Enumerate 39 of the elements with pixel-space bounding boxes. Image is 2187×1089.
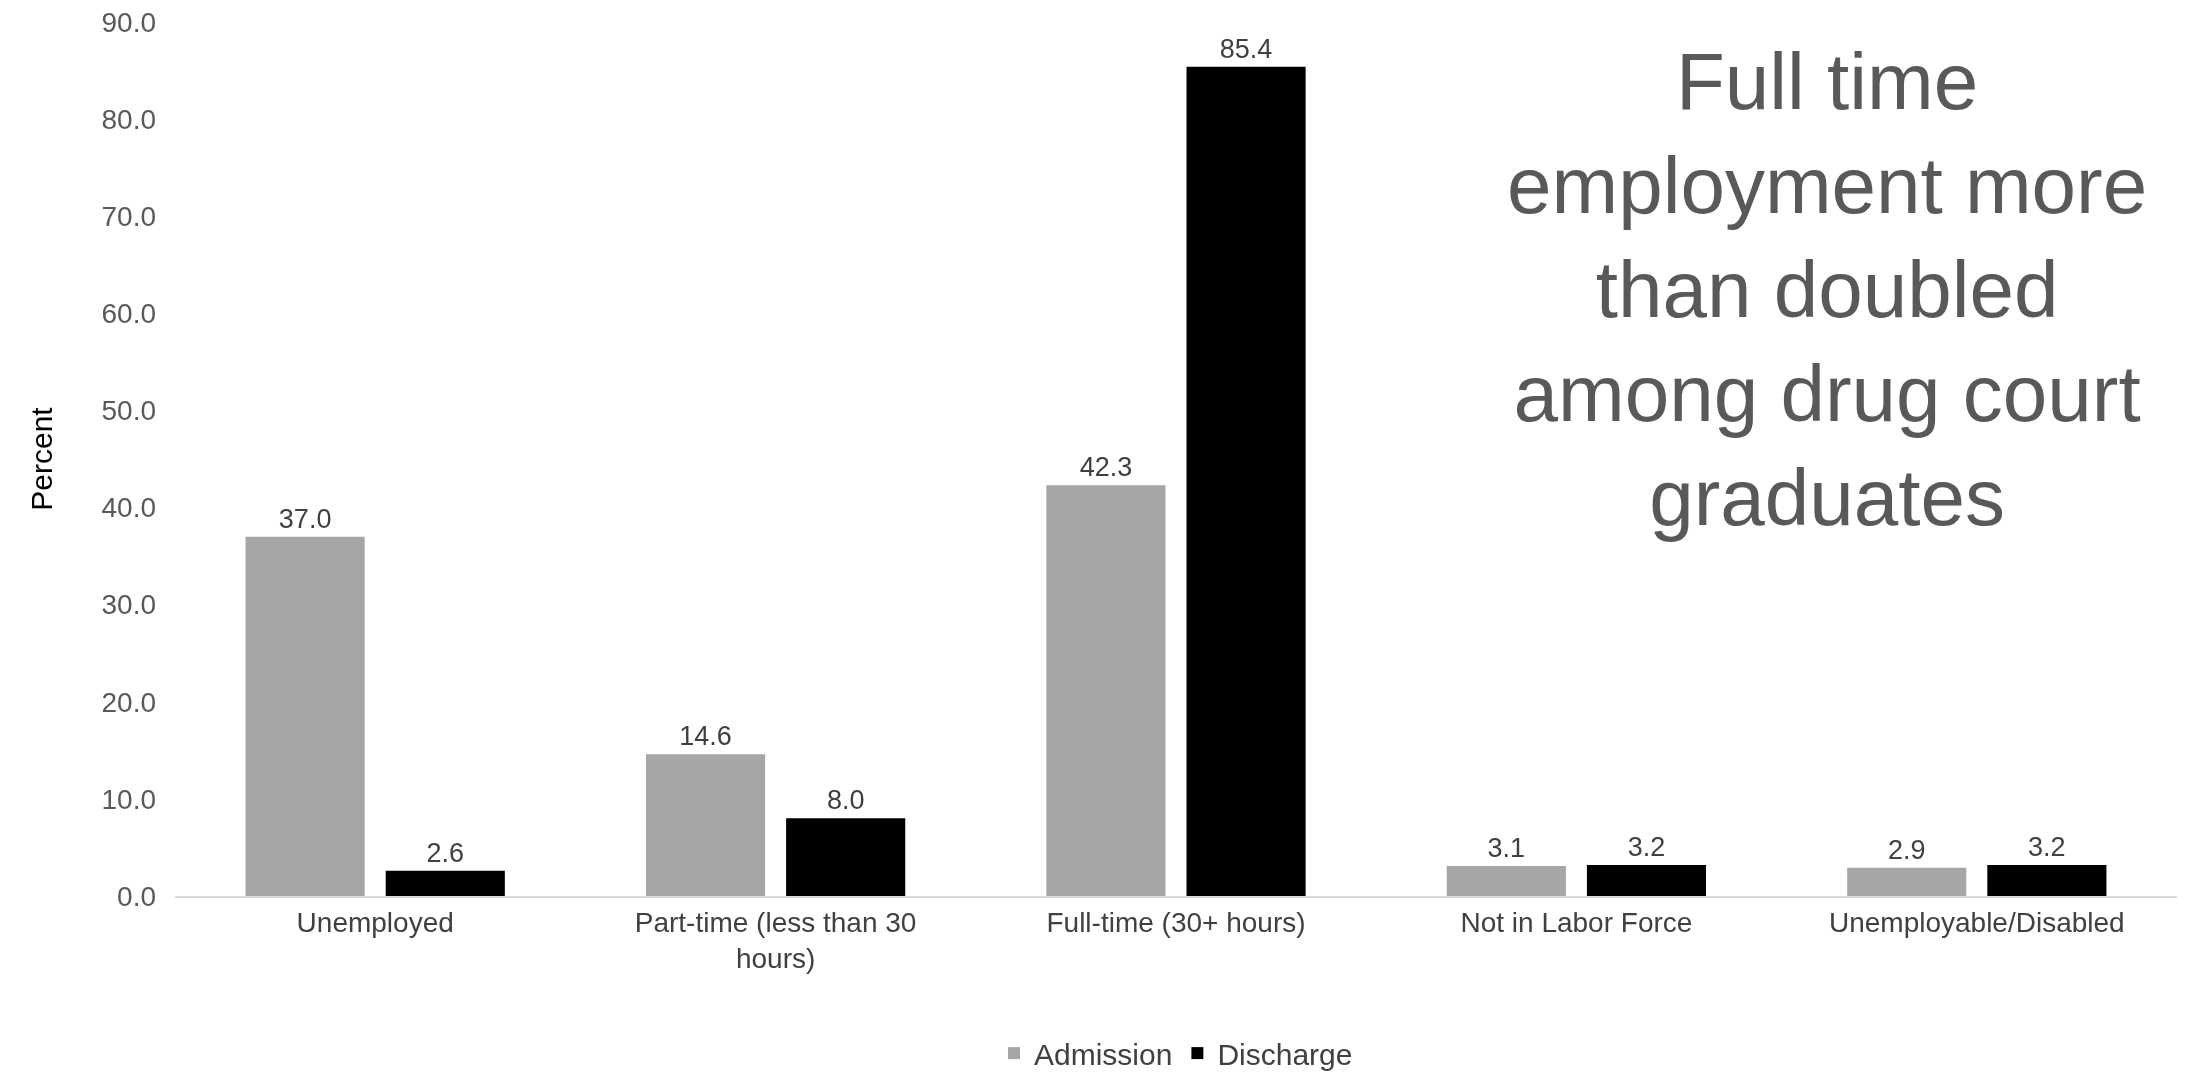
data-label: 14.6 (679, 721, 732, 752)
bar (1046, 485, 1166, 896)
bar (786, 818, 906, 896)
y-tick-label: 30.0 (101, 589, 156, 621)
y-tick-label: 80.0 (101, 103, 156, 135)
bar (645, 754, 766, 896)
data-label: 3.2 (1627, 831, 1666, 862)
bar (1847, 867, 1967, 896)
x-tick-label: Full-time (30+ hours) (1046, 906, 1306, 938)
bar (385, 870, 505, 896)
y-tick-label: 50.0 (101, 395, 156, 427)
y-tick-label: 0.0 (117, 880, 156, 912)
x-tick-label: Part-time (less than 30 hours) (634, 906, 917, 974)
bar (1987, 864, 2107, 896)
data-label: 3.1 (1487, 832, 1526, 863)
bar (1586, 864, 1707, 896)
y-tick-label: 10.0 (101, 783, 156, 815)
x-tick-label: Not in Labor Force (1460, 906, 1693, 938)
data-label: 85.4 (1219, 33, 1273, 64)
legend-label: Admission (1034, 1037, 1173, 1071)
bar (1446, 865, 1566, 896)
data-label: 8.0 (826, 785, 865, 816)
data-label: 37.0 (278, 503, 332, 534)
legend-label: Discharge (1217, 1037, 1353, 1071)
y-tick-label: 70.0 (101, 201, 156, 233)
y-tick-label: 20.0 (101, 686, 156, 718)
x-tick-label: Unemployed (296, 906, 454, 938)
annotation: Full time employment more than doubled among drug court graduates (1507, 37, 2148, 542)
data-label: 2.9 (1887, 834, 1926, 865)
x-tick-label: Unemployable/Disabled (1828, 906, 2125, 938)
y-tick-label: 60.0 (101, 298, 156, 330)
data-label: 3.2 (2028, 831, 2066, 862)
bar (1186, 66, 1306, 896)
y-tick-label: 40.0 (101, 492, 156, 524)
data-label: 2.6 (426, 837, 465, 868)
y-axis-title: Percent (24, 406, 58, 511)
bar (245, 536, 365, 896)
y-tick-label: 90.0 (101, 6, 156, 38)
data-label: 42.3 (1079, 452, 1133, 483)
